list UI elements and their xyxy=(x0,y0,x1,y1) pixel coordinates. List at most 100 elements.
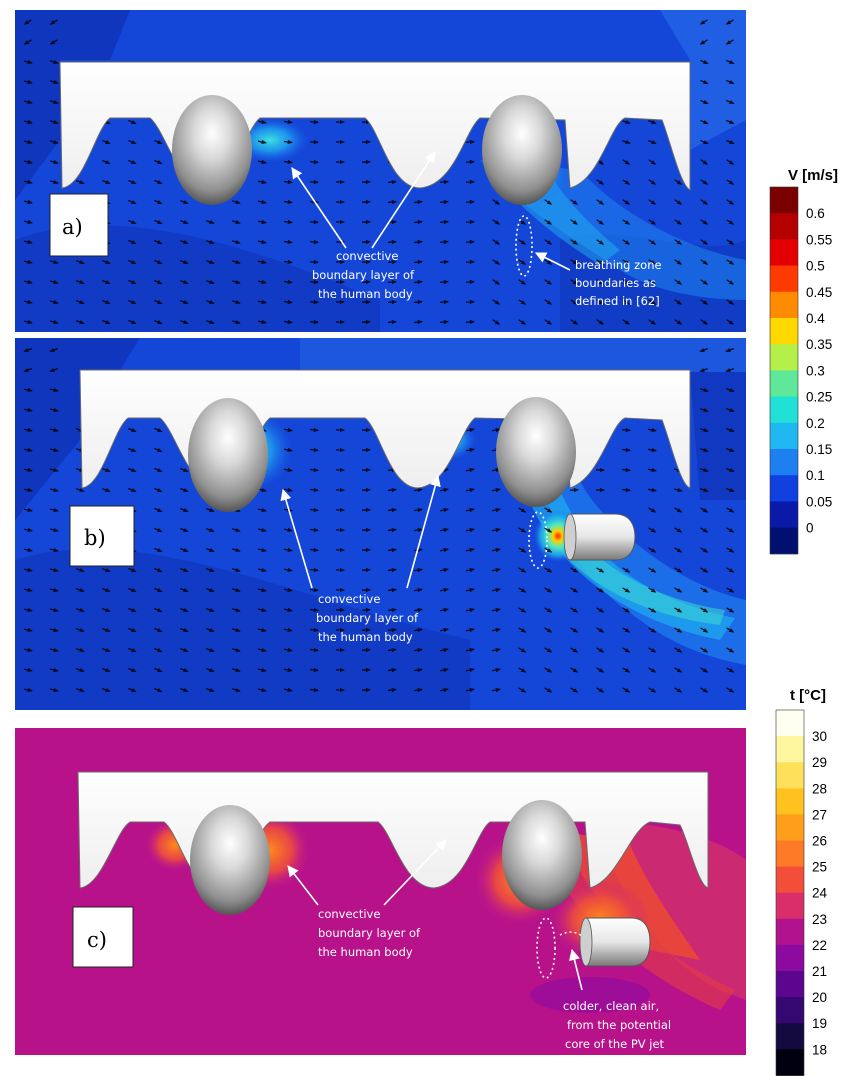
flow-vector-arrow xyxy=(154,567,163,573)
flow-vector-arrow xyxy=(648,279,657,285)
flow-vector-arrow xyxy=(128,199,137,205)
flow-vector-arrow xyxy=(283,279,293,285)
flow-vector-arrow xyxy=(23,427,33,433)
flow-vector-arrow xyxy=(128,647,137,653)
flow-vector-arrow xyxy=(674,199,683,205)
flow-vector-arrow xyxy=(699,447,709,452)
flow-vector-arrow xyxy=(544,239,553,245)
flow-vector-arrow xyxy=(309,119,320,125)
flow-vector-arrow xyxy=(648,319,657,325)
flow-vector-arrow xyxy=(622,259,631,265)
flow-vector-arrow xyxy=(544,627,553,633)
flow-vector-arrow xyxy=(465,667,475,673)
flow-vector-arrow xyxy=(180,259,189,265)
flow-vector-arrow xyxy=(726,647,735,653)
flow-vector-arrow xyxy=(387,199,398,205)
flow-vector-arrow xyxy=(76,179,85,184)
flow-vector-arrow xyxy=(622,627,631,633)
flow-vector-arrow xyxy=(128,587,137,593)
flow-vector-arrow xyxy=(726,179,735,185)
flow-vector-arrow xyxy=(76,299,85,304)
flow-vector-arrow xyxy=(154,467,163,473)
flow-vector-arrow xyxy=(23,99,33,104)
flow-vector-arrow xyxy=(439,627,449,633)
flow-vector-arrow xyxy=(544,507,553,513)
flow-vector-arrow xyxy=(648,179,657,185)
temperature-scale-swatch xyxy=(776,892,804,920)
flow-vector-arrow xyxy=(465,547,475,553)
flow-vector-arrow xyxy=(439,547,449,553)
flow-vector-arrow xyxy=(570,239,579,245)
flow-vector-arrow xyxy=(491,527,501,533)
flow-vector-arrow xyxy=(309,427,320,433)
flow-vector-arrow xyxy=(309,299,320,305)
flow-vector-arrow xyxy=(128,139,137,145)
flow-vector-arrow xyxy=(647,427,657,433)
flow-vector-arrow xyxy=(154,547,163,553)
flow-vector-arrow xyxy=(128,427,137,433)
temperature-scale-tick-label: 19 xyxy=(812,1016,827,1031)
flow-vector-arrow xyxy=(726,319,735,325)
flow-vector-arrow xyxy=(648,527,657,533)
flow-vector-arrow xyxy=(544,647,553,653)
flow-vector-arrow xyxy=(674,667,683,673)
temperature-scale-tick-label: 24 xyxy=(812,886,828,901)
flow-vector-arrow xyxy=(257,319,267,325)
velocity-scale-swatch xyxy=(770,344,798,371)
flow-vector-arrow xyxy=(648,159,657,165)
temperature-scale-swatch xyxy=(776,736,804,763)
flow-vector-arrow xyxy=(23,687,33,693)
flow-vector-arrow xyxy=(180,507,189,513)
flow-vector-arrow xyxy=(492,319,501,325)
flow-vector-arrow xyxy=(257,299,267,305)
flow-vector-arrow xyxy=(413,507,423,513)
panel-tag-c: c) xyxy=(87,928,107,952)
flow-vector-arrow xyxy=(49,299,59,304)
flow-vector-arrow xyxy=(518,567,527,573)
flow-vector-arrow xyxy=(231,527,241,532)
flow-vector-arrow xyxy=(309,467,320,473)
flow-vector-arrow xyxy=(49,567,59,572)
flow-vector-arrow xyxy=(570,199,579,205)
temperature-scale-swatch xyxy=(776,866,804,894)
flow-vector-arrow xyxy=(154,159,163,165)
flow-vector-arrow xyxy=(387,507,398,513)
flow-vector-arrow xyxy=(180,607,189,613)
flow-vector-arrow xyxy=(544,667,553,673)
flow-vector-arrow xyxy=(700,239,709,245)
flow-vector-arrow xyxy=(622,687,631,693)
flow-vector-arrow xyxy=(231,319,241,324)
flow-vector-arrow xyxy=(700,607,709,613)
flow-vector-arrow xyxy=(648,687,657,693)
flow-vector-arrow xyxy=(23,39,32,45)
flow-vector-arrow xyxy=(465,179,476,185)
flow-vector-arrow xyxy=(439,567,449,573)
flow-vector-arrow xyxy=(257,279,267,285)
flow-vector-arrow xyxy=(231,587,241,592)
flow-vector-arrow xyxy=(700,79,709,85)
flow-vector-arrow xyxy=(309,279,320,285)
flow-vector-arrow xyxy=(674,219,683,225)
flow-vector-arrow xyxy=(700,547,709,553)
flow-vector-arrow xyxy=(154,239,163,245)
flow-vector-arrow xyxy=(206,299,215,304)
flow-vector-arrow xyxy=(726,299,735,305)
annotation-b-line1: convective xyxy=(318,592,380,606)
flow-vector-arrow xyxy=(154,199,163,205)
flow-vector-arrow xyxy=(570,607,579,613)
flow-vector-arrow xyxy=(674,259,683,265)
flow-vector-arrow xyxy=(725,367,734,372)
flow-vector-arrow xyxy=(49,39,58,45)
flow-vector-arrow xyxy=(465,159,476,165)
velocity-color-scale: V [m/s] 0.6 0.55 0.5 0.45 0.4 0.35 0.3 0.25 0.2 0… xyxy=(769,167,838,555)
flow-vector-arrow xyxy=(570,279,579,285)
flow-vector-arrow xyxy=(180,319,189,325)
flow-vector-arrow xyxy=(570,587,579,593)
flow-vector-arrow xyxy=(491,587,501,593)
flow-vector-arrow xyxy=(699,367,708,372)
flow-vector-arrow xyxy=(309,567,320,573)
temperature-scale-swatch xyxy=(776,997,804,1024)
flow-vector-arrow xyxy=(465,647,475,653)
flow-vector-arrow xyxy=(596,687,605,693)
flow-vector-arrow xyxy=(23,387,33,393)
